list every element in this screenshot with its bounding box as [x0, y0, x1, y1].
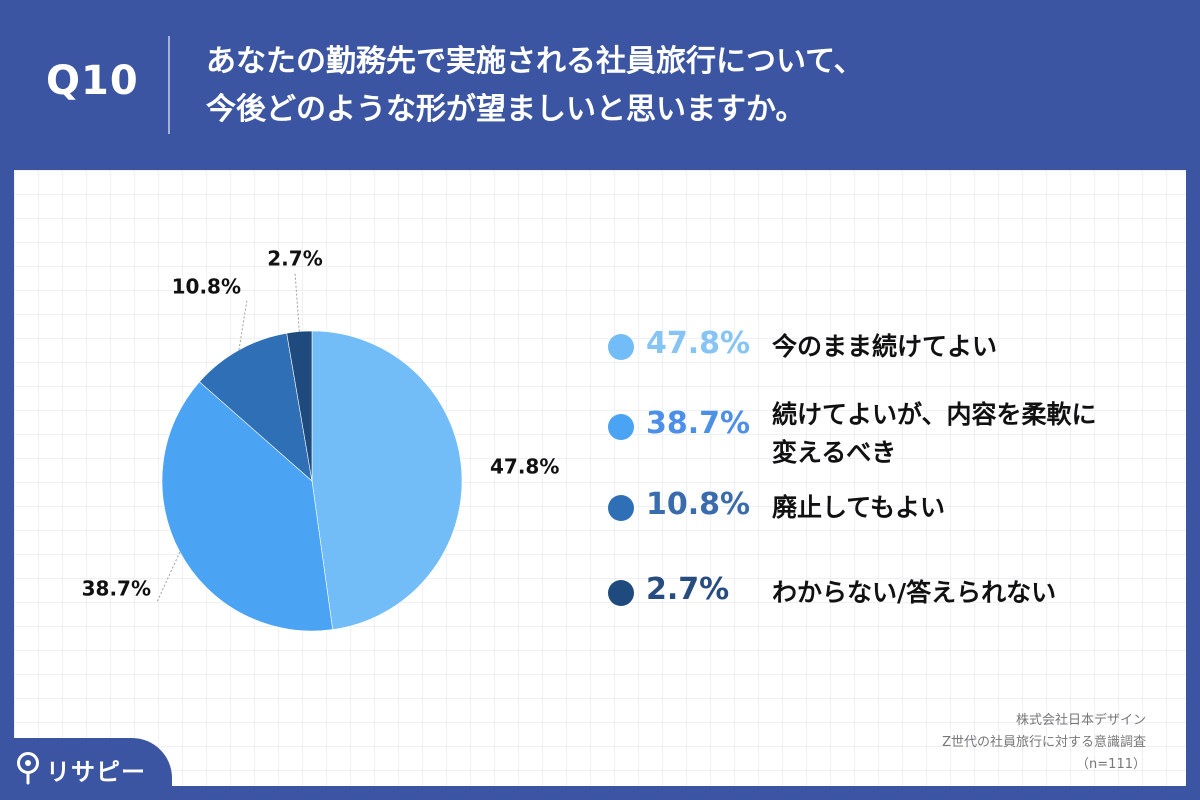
legend-label-line: 今のまま続けてよい	[772, 332, 998, 361]
legend-label: 廃止してもよい	[772, 489, 1162, 527]
legend-percent: 10.8%	[646, 487, 751, 522]
data-label-2: 10.8%	[172, 275, 241, 299]
header-divider	[168, 36, 170, 134]
header: Q10 あなたの勤務先で実施される社員旅行について、 今後どのような形が望ましい…	[0, 0, 1200, 170]
leader-line-2	[238, 299, 248, 351]
leader-line-1	[156, 551, 181, 603]
legend-label-line: 廃止してもよい	[772, 493, 946, 522]
brand-logo: リサピー	[0, 738, 172, 800]
source-company: 株式会社日本デザイン	[1015, 713, 1146, 728]
legend-dot	[608, 414, 634, 440]
legend-dot	[608, 580, 634, 606]
legend-label: 今のまま続けてよい	[772, 328, 1162, 366]
legend-percent: 38.7%	[646, 406, 751, 441]
pie-leader-lines	[156, 271, 300, 603]
brand-name: リサピー	[46, 758, 146, 786]
legend-percent: 2.7%	[646, 572, 730, 607]
legend-label-line: 変えるべき	[772, 438, 897, 467]
legend-label: わからない/答えられない	[772, 574, 1162, 612]
legend-label: 続けてよいが、内容を柔軟に 変えるべき	[772, 396, 1162, 472]
question-title-line2: 今後どのような形が望ましいと思いますか。	[206, 92, 806, 127]
legend-label-line: わからない/答えられない	[772, 578, 1057, 607]
data-label-1: 38.7%	[82, 577, 151, 601]
pie-data-labels: 47.8% 38.7% 10.8% 2.7%	[82, 247, 560, 601]
source-note: 株式会社日本デザイン Z世代の社員旅行に対する意識調査 （n=111）	[746, 710, 1146, 776]
chart-card: 47.8% 38.7% 10.8% 2.7% 47.8% 今のまま続けてよい 38.7% 続…	[14, 170, 1186, 786]
legend-dot	[608, 495, 634, 521]
question-title-line1: あなたの勤務先で実施される社員旅行について、	[206, 44, 864, 79]
pie-slices	[161, 330, 463, 632]
legend-label-line: 続けてよいが、内容を柔軟に	[772, 400, 1097, 429]
legend-percent: 47.8%	[646, 326, 751, 361]
pie-slice-0	[311, 330, 463, 630]
pin-icon	[17, 752, 39, 785]
question-title: あなたの勤務先で実施される社員旅行について、 今後どのような形が望ましいと思いま…	[206, 38, 1166, 134]
pie-chart: 47.8% 38.7% 10.8% 2.7%	[82, 247, 560, 632]
leader-line-3	[294, 271, 300, 332]
source-survey: Z世代の社員旅行に対する意識調査	[942, 735, 1146, 750]
data-label-0: 47.8%	[490, 455, 559, 479]
question-number: Q10	[46, 58, 139, 104]
legend-dot	[608, 334, 634, 360]
data-label-3: 2.7%	[267, 247, 322, 271]
source-sample-size: （n=111）	[1076, 757, 1146, 772]
